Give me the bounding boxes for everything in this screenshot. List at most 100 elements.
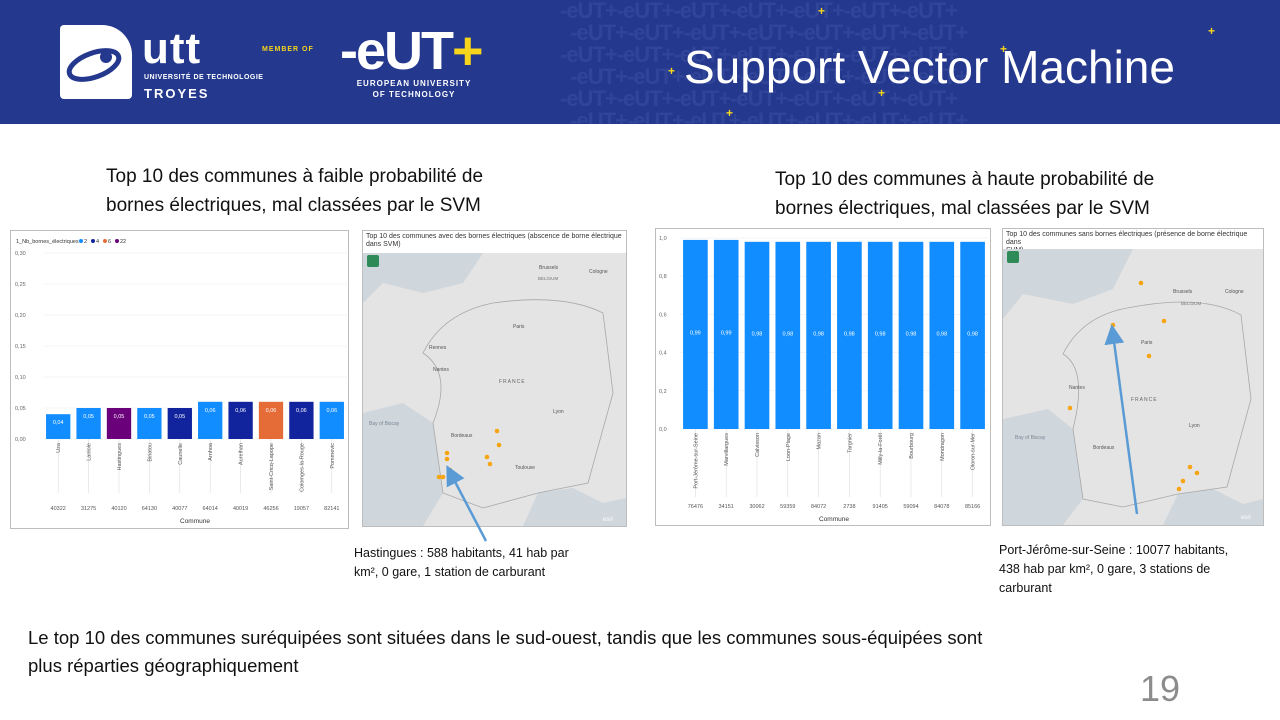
commune-point <box>444 456 450 462</box>
map-focus-icon[interactable] <box>1007 251 1019 263</box>
commune-point <box>1180 478 1186 484</box>
category-label: Marvillargues <box>724 433 730 466</box>
bar <box>775 241 801 429</box>
category-label: Saint-Cricq-Lapope <box>269 443 275 490</box>
svg-text:FRANCE: FRANCE <box>1131 397 1158 403</box>
star-icon: + <box>1208 24 1216 38</box>
bar <box>46 414 71 439</box>
data-label: 0,98 <box>875 331 886 337</box>
commune-point <box>484 454 490 460</box>
page-number: 19 <box>1140 668 1181 709</box>
category-label: Port-Jérôme-sur-Seine <box>693 433 699 489</box>
category-label: Caunelle <box>178 443 184 465</box>
svg-text:Lyon: Lyon <box>1189 423 1200 429</box>
bar <box>806 241 831 429</box>
data-label: 0,05 <box>144 414 155 420</box>
data-label: 0,06 <box>266 408 277 414</box>
code-label: 40120 <box>111 506 126 512</box>
slide-title: Support Vector Machine <box>684 41 1175 93</box>
code-label: 19057 <box>294 506 309 512</box>
x-axis-label: Commune <box>180 518 210 525</box>
svg-text:Paris: Paris <box>1141 340 1153 346</box>
commune-point <box>1067 405 1073 411</box>
code-label: 40322 <box>51 506 66 512</box>
data-label: 0,98 <box>752 331 763 337</box>
legend-swatch <box>91 239 95 243</box>
code-label: 31275 <box>81 506 96 512</box>
left-map-svg: Paris Rennes Nantes FRANCE Bordeaux Toul… <box>363 253 626 526</box>
left-map-title: Top 10 des communes avec des bornes élec… <box>366 233 622 248</box>
legend-label: 6 <box>108 239 111 245</box>
bar <box>228 401 253 439</box>
commune-point <box>447 467 453 473</box>
category-label: Hastingues <box>117 443 123 471</box>
right-map-svg: Paris Nantes FRANCE Lyon Bordeaux Brusse… <box>1003 249 1263 525</box>
star-icon: + <box>668 64 676 78</box>
code-label: 46256 <box>263 506 278 512</box>
y-tick-label: 0,8 <box>659 274 667 280</box>
category-label: Biriatou <box>147 443 153 462</box>
svg-text:esri: esri <box>1241 515 1251 521</box>
category-label: Oloron-sur-Mer <box>971 433 977 470</box>
category-label: Bourbourg <box>909 433 915 459</box>
commune-point <box>1176 486 1182 492</box>
bar <box>960 241 985 429</box>
svg-text:Bordeaux: Bordeaux <box>451 433 473 439</box>
code-label: 84078 <box>934 504 949 510</box>
eut-pattern: -eUT+-eUT+-eUT+-eUT+-eUT+-eUT+-eUT+ -eUT… <box>560 0 968 124</box>
svg-text:Toulouse: Toulouse <box>515 465 535 471</box>
legend-swatch <box>79 239 83 243</box>
legend-label: 4 <box>96 239 99 245</box>
legend-title: 1_Nb_bornes_électriques <box>16 239 79 245</box>
category-label: Calvisson <box>755 433 761 457</box>
commune-point <box>1194 470 1200 476</box>
category-label: Mazan <box>817 433 823 450</box>
code-label: 84072 <box>811 504 826 510</box>
eut-logo-icon: -eUT+ <box>340 21 484 81</box>
commune-point <box>496 442 502 448</box>
bar <box>867 241 893 429</box>
x-axis-label: Commune <box>819 516 849 523</box>
code-label: 59359 <box>780 504 795 510</box>
data-label: 0,05 <box>114 414 125 420</box>
commune-point <box>1110 322 1116 328</box>
star-icon: + <box>1000 42 1008 56</box>
y-tick-label: 0,4 <box>659 351 667 357</box>
bar <box>106 408 132 439</box>
bar <box>683 239 708 429</box>
bar <box>198 401 223 439</box>
star-icon: + <box>878 86 886 100</box>
code-label: 2738 <box>843 504 855 510</box>
svg-text:Nantes: Nantes <box>1069 385 1085 391</box>
data-label: 0,98 <box>967 331 978 337</box>
svg-text:Bay of Biscay: Bay of Biscay <box>369 421 400 427</box>
bar <box>319 401 344 439</box>
right-heading: Top 10 des communes à haute probabilité … <box>775 169 1155 219</box>
svg-text:Nantes: Nantes <box>433 367 449 373</box>
star-icon: + <box>818 4 826 18</box>
code-label: 64014 <box>203 506 218 512</box>
y-tick-label: 0,25 <box>15 282 26 288</box>
data-label: 0,06 <box>205 408 216 414</box>
data-label: 0,06 <box>326 408 337 414</box>
commune-point <box>440 474 446 480</box>
data-label: 0,04 <box>53 420 64 426</box>
data-label: 0,98 <box>936 331 947 337</box>
code-label: 40077 <box>172 506 187 512</box>
right-bar-chart: 1,0 0,8 0,6 0,4 0,2 0,0 0,99 Port-Jérôme-sur-Se… <box>655 228 991 526</box>
y-tick-label: 0,2 <box>659 389 667 395</box>
svg-text:BELGIUM: BELGIUM <box>538 276 559 281</box>
bar <box>744 241 770 429</box>
bar <box>258 401 284 439</box>
utt-logo-text: utt <box>142 24 202 73</box>
map-focus-icon[interactable] <box>367 255 379 267</box>
legend-label: 2 <box>84 239 87 245</box>
left-callout: Hastingues : 588 habitants, 41 hab par km… <box>354 546 569 579</box>
y-tick-label: 0,6 <box>659 312 667 318</box>
commune-point <box>494 428 500 434</box>
data-label: 0,98 <box>906 331 917 337</box>
y-tick-label: 1,0 <box>659 236 667 242</box>
header-banner: -eUT+-eUT+-eUT+-eUT+-eUT+-eUT+-eUT+ -eUT… <box>0 0 1280 124</box>
code-label: 91405 <box>873 504 888 510</box>
code-label: 40019 <box>233 506 248 512</box>
